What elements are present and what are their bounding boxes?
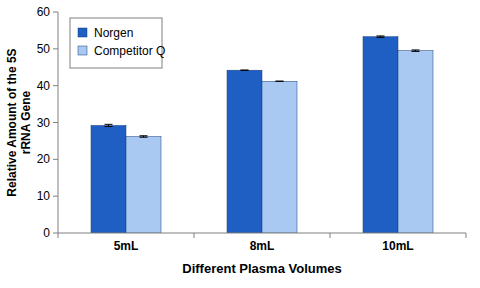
x-tick xyxy=(330,233,331,238)
bar xyxy=(363,37,398,233)
bar xyxy=(262,81,297,233)
legend-label: Norgen xyxy=(94,26,133,40)
x-tick-label: 10mL xyxy=(382,239,413,253)
error-cap xyxy=(105,124,113,125)
legend: Norgen Competitor Q xyxy=(70,18,165,68)
error-bar xyxy=(276,81,284,82)
x-tick xyxy=(466,233,467,238)
error-cap xyxy=(140,135,148,136)
x-tick-label: 8mL xyxy=(250,239,275,253)
error-bar xyxy=(241,70,249,71)
y-tick-label: 40 xyxy=(37,79,51,93)
y-tick-label: 20 xyxy=(37,152,51,166)
legend-label: Competitor Q xyxy=(94,44,165,58)
error-bar xyxy=(140,136,148,137)
bar xyxy=(398,51,433,233)
y-axis-title-line: rRNA Gene xyxy=(19,90,33,154)
y-tick xyxy=(53,122,58,123)
y-tick xyxy=(53,85,58,86)
y-tick-label: 30 xyxy=(37,116,51,130)
x-axis xyxy=(58,233,466,234)
x-tick-label: 5mL xyxy=(114,239,139,253)
error-cap xyxy=(377,35,385,36)
y-tick xyxy=(53,12,58,13)
error-cap xyxy=(241,70,249,71)
x-tick xyxy=(194,233,195,238)
error-cap xyxy=(241,70,249,71)
error-cap xyxy=(105,126,113,127)
error-cap xyxy=(412,49,420,50)
legend-swatch xyxy=(78,28,87,37)
y-tick-label: 10 xyxy=(37,189,51,203)
y-axis-title-line: Relative Amount of the 5S xyxy=(5,48,19,196)
error-bar xyxy=(105,124,113,126)
y-tick xyxy=(53,233,58,234)
y-tick xyxy=(53,159,58,160)
bar xyxy=(126,136,161,233)
y-tick-label: 50 xyxy=(37,42,51,56)
error-cap xyxy=(276,81,284,82)
legend-box xyxy=(70,18,162,68)
error-cap xyxy=(412,51,420,52)
y-axis-title: Relative Amount of the 5SrRNA Gene xyxy=(5,48,33,196)
bar xyxy=(91,125,126,233)
y-tick-label: 0 xyxy=(43,226,50,240)
x-axis-title: Different Plasma Volumes xyxy=(182,261,341,276)
x-tick xyxy=(58,233,59,238)
legend-swatch xyxy=(78,46,87,55)
chart: 0 10 20 30 40 50 60 5mL 8mL 10mL Different Plasma … xyxy=(0,0,480,288)
error-bar xyxy=(412,50,420,51)
error-cap xyxy=(377,37,385,38)
bar xyxy=(227,70,262,233)
error-bar xyxy=(377,36,385,37)
y-tick xyxy=(53,196,58,197)
error-cap xyxy=(276,81,284,82)
y-tick xyxy=(53,48,58,49)
y-tick-label: 60 xyxy=(37,5,51,19)
error-cap xyxy=(140,137,148,138)
